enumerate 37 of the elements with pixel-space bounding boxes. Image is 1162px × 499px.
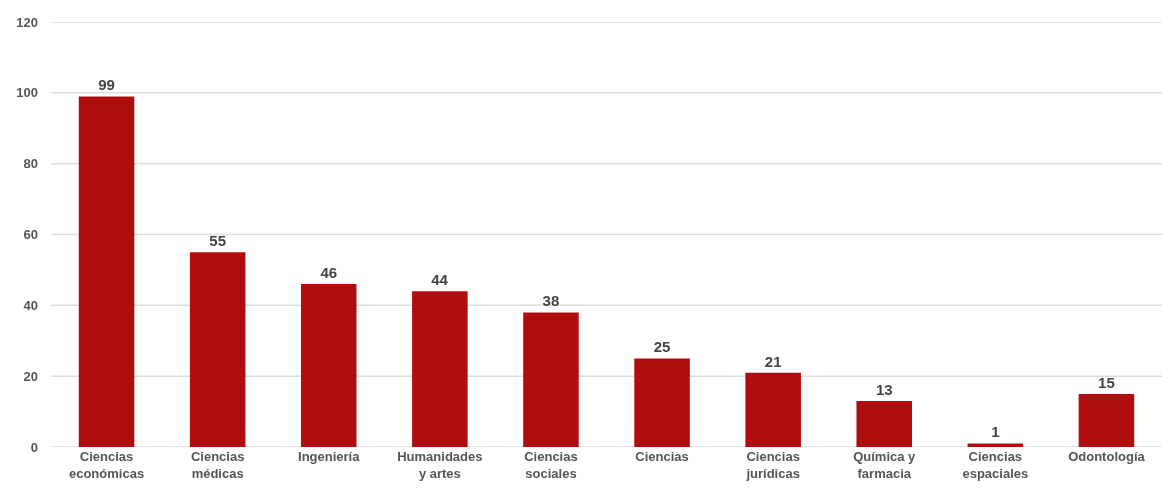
- data-label: 38: [542, 292, 560, 310]
- x-tick-label: Ingeniería: [298, 449, 361, 464]
- data-label: 1: [991, 423, 1000, 441]
- x-tick-label: Ciencias jurídicas: [745, 449, 800, 481]
- bar: [523, 312, 579, 447]
- x-tick-label: Ciencias económicas: [68, 449, 145, 481]
- x-tick-label: Odontología: [1068, 449, 1146, 464]
- x-tick-label: Química y farmacia: [853, 449, 917, 481]
- bar: [634, 358, 690, 447]
- data-label: 46: [320, 264, 338, 282]
- y-tick-label: 60: [23, 227, 38, 243]
- data-label: 55: [209, 232, 226, 250]
- y-tick-label: 0: [30, 439, 38, 455]
- bar: [300, 284, 357, 447]
- y-tick-label: 100: [16, 85, 38, 101]
- y-tick-label: 80: [23, 156, 38, 172]
- x-tick-label: Ciencias: [635, 449, 689, 464]
- x-tick-label: Ciencias médicas: [190, 449, 245, 481]
- bar: [856, 400, 913, 447]
- x-tick-label: Humanidades y artes: [397, 449, 483, 481]
- y-tick-label: 40: [23, 297, 38, 313]
- bar: [1078, 393, 1135, 447]
- y-tick-label: 120: [16, 14, 38, 30]
- y-tick-label: 20: [23, 368, 38, 384]
- bar: [745, 372, 801, 447]
- x-tick-label: Ciencias sociales: [524, 449, 578, 481]
- data-label: 25: [653, 338, 671, 356]
- bar: [189, 252, 246, 447]
- bar: [412, 291, 468, 447]
- data-label: 99: [98, 76, 115, 94]
- bar: [967, 443, 1024, 447]
- data-label: 21: [764, 352, 782, 370]
- data-label: 13: [875, 380, 893, 398]
- data-label: 44: [431, 271, 449, 289]
- data-label: 15: [1098, 373, 1115, 391]
- x-tick-label: Ciencias espaciales: [962, 449, 1029, 481]
- bar: [78, 96, 135, 447]
